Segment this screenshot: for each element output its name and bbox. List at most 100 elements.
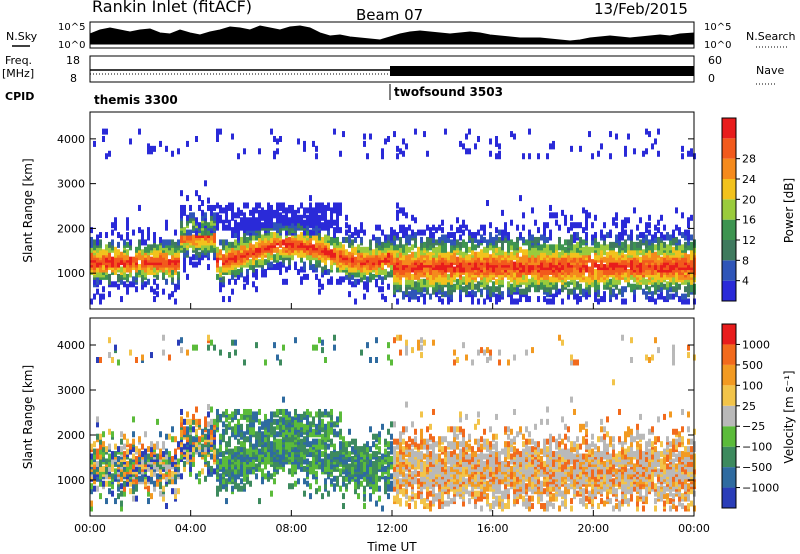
data-cell xyxy=(474,236,477,243)
data-cell xyxy=(429,236,432,243)
data-cell xyxy=(150,268,153,275)
data-cell xyxy=(594,278,597,285)
data-cell xyxy=(489,286,492,293)
data-cell xyxy=(675,207,678,214)
data-cell xyxy=(471,278,474,285)
data-cell xyxy=(243,148,246,155)
data-cell xyxy=(552,140,555,147)
data-cell xyxy=(144,239,147,246)
data-cell xyxy=(243,441,246,448)
data-cell xyxy=(573,232,576,239)
data-cell xyxy=(600,143,603,150)
data-cell xyxy=(615,251,618,258)
data-cell xyxy=(687,273,690,280)
data-cell xyxy=(585,244,588,251)
data-cell xyxy=(180,234,183,241)
data-cell xyxy=(345,236,348,243)
data-cell xyxy=(519,232,522,239)
data-cell xyxy=(498,273,501,280)
data-cell xyxy=(192,219,195,226)
data-cell xyxy=(102,286,105,293)
data-cell xyxy=(378,249,381,256)
data-cell xyxy=(306,214,309,221)
data-cell xyxy=(627,276,630,283)
data-cell xyxy=(258,202,261,209)
data-cell xyxy=(252,219,255,226)
data-cell xyxy=(690,148,693,155)
data-cell xyxy=(129,463,132,470)
data-cell xyxy=(96,453,99,460)
data-cell xyxy=(102,480,105,487)
data-cell xyxy=(690,214,693,221)
data-cell xyxy=(309,264,312,271)
data-cell xyxy=(438,224,441,231)
data-cell xyxy=(306,408,309,415)
data-cell xyxy=(588,212,591,219)
data-cell xyxy=(543,286,546,293)
data-cell xyxy=(675,224,678,231)
data-cell xyxy=(276,354,279,361)
data-cell xyxy=(156,480,159,487)
data-cell xyxy=(207,197,210,204)
data-cell xyxy=(234,456,237,462)
data-cell xyxy=(492,236,495,243)
data-cell xyxy=(273,209,276,216)
data-cell xyxy=(594,214,597,221)
data-cell xyxy=(315,153,318,160)
data-cell xyxy=(222,207,225,214)
data-cell xyxy=(549,298,552,305)
data-cell xyxy=(636,234,639,241)
data-cell xyxy=(603,296,606,303)
data-cell xyxy=(303,145,306,152)
data-cell xyxy=(330,438,333,445)
data-cell xyxy=(225,204,228,211)
data-cell xyxy=(567,266,570,273)
data-cell xyxy=(255,342,258,349)
data-cell xyxy=(336,254,339,261)
data-cell xyxy=(132,495,135,502)
data-cell xyxy=(684,286,687,293)
data-cell xyxy=(582,227,585,234)
data-cell xyxy=(471,261,474,268)
data-cell xyxy=(324,357,327,363)
data-cell xyxy=(234,446,237,453)
data-cell xyxy=(321,347,324,354)
data-cell xyxy=(402,138,405,145)
colorbar-tick-label: 20 xyxy=(742,193,756,206)
data-cell xyxy=(243,413,246,420)
data-cell xyxy=(675,286,678,293)
data-cell xyxy=(252,259,255,266)
data-cell xyxy=(174,251,177,258)
data-cell xyxy=(180,229,183,236)
data-cell xyxy=(483,224,486,231)
data-cell xyxy=(534,283,537,290)
data-cell xyxy=(243,283,246,290)
data-cell xyxy=(252,234,255,241)
data-cell xyxy=(489,273,492,280)
data-cell xyxy=(276,212,279,219)
data-cell xyxy=(111,357,114,363)
data-cell xyxy=(195,344,198,351)
data-cell xyxy=(339,456,342,462)
data-cell xyxy=(237,428,240,435)
data-cell xyxy=(414,288,417,295)
data-cell xyxy=(219,281,222,288)
data-cell xyxy=(534,236,537,243)
data-cell xyxy=(300,443,303,450)
data-cell xyxy=(219,413,222,420)
data-cell xyxy=(597,264,600,271)
data-cell xyxy=(399,148,402,155)
data-cell xyxy=(582,239,585,246)
data-cell xyxy=(606,268,609,275)
data-cell xyxy=(657,227,660,234)
data-cell xyxy=(597,150,600,157)
data-cell xyxy=(309,254,312,261)
data-cell xyxy=(357,483,360,490)
data-cell xyxy=(210,214,213,221)
data-cell xyxy=(99,448,102,455)
data-cell xyxy=(507,244,510,251)
data-cell xyxy=(237,423,240,430)
data-cell xyxy=(351,232,354,239)
data-cell xyxy=(228,352,231,359)
data-cell xyxy=(315,224,318,231)
